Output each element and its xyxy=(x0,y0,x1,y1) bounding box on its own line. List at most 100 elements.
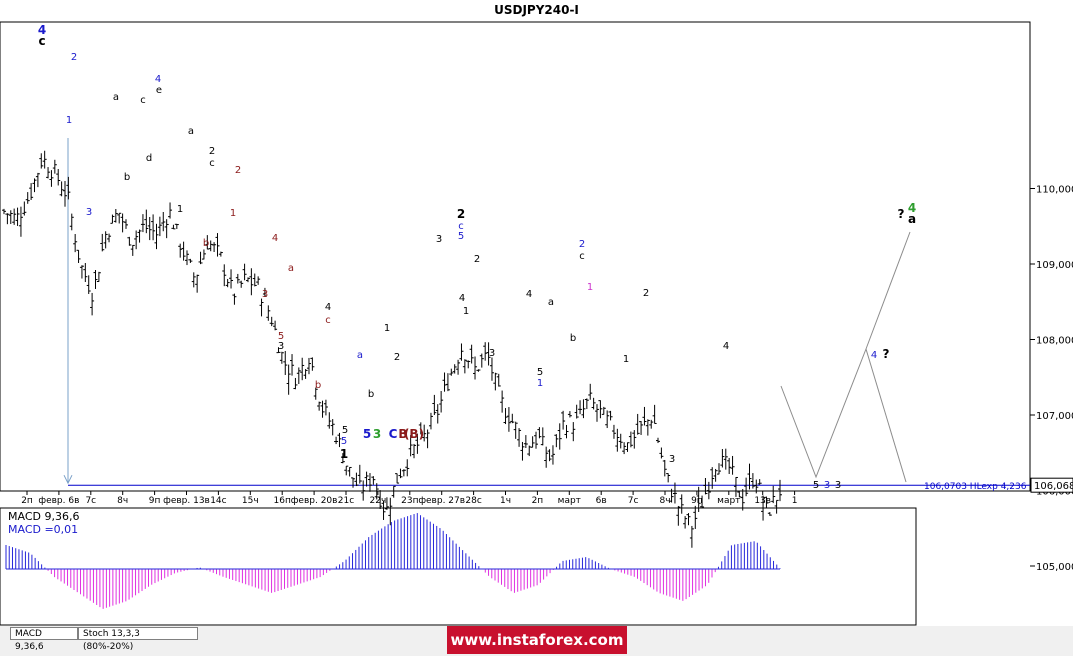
ohlc-bar xyxy=(239,280,244,288)
y-tick-label: 108,000 xyxy=(1036,336,1073,347)
ohlc-bar xyxy=(767,512,772,516)
ohlc-bar xyxy=(344,465,349,476)
wave-label: 4 xyxy=(459,293,465,304)
wave-label: ? xyxy=(883,347,890,361)
ohlc-bar xyxy=(364,471,369,487)
ohlc-bar xyxy=(371,476,376,485)
ohlc-bar xyxy=(127,236,132,246)
ohlc-bar xyxy=(323,399,328,416)
wave-label: c xyxy=(38,34,45,48)
ohlc-bar xyxy=(537,427,542,439)
ohlc-bar xyxy=(225,278,230,288)
ohlc-bar xyxy=(764,496,769,509)
ohlc-bar xyxy=(62,180,67,207)
ohlc-bar xyxy=(428,412,433,430)
ohlc-bar xyxy=(456,359,461,375)
macd-pane-frame xyxy=(0,507,917,626)
x-tick-label: 9п xyxy=(149,496,161,506)
ohlc-bar xyxy=(39,153,44,169)
ohlc-bar xyxy=(422,424,427,442)
hlexp-line-group: 106,0703 HLexp 4,236 106,068 xyxy=(68,477,1073,493)
wave-label: c xyxy=(140,95,146,106)
ohlc-bar xyxy=(66,176,71,200)
ohlc-bar xyxy=(276,347,281,354)
ohlc-bar xyxy=(137,229,142,243)
wave-label: b xyxy=(124,172,130,183)
ohlc-bar xyxy=(5,213,10,225)
x-tick-label: 1ч xyxy=(500,496,511,506)
ohlc-bar xyxy=(100,233,105,252)
ohlc-bar xyxy=(479,353,484,368)
wave-label: 1 xyxy=(340,447,348,461)
ohlc-bar xyxy=(86,275,91,294)
x-tick-label: 1 xyxy=(792,496,798,506)
ohlc-bar xyxy=(588,383,593,400)
wave-label: 2 xyxy=(394,352,400,363)
ohlc-bar xyxy=(439,390,444,413)
ohlc-bar xyxy=(283,350,288,375)
ohlc-bar xyxy=(56,168,61,186)
wave-label: 2 xyxy=(71,52,77,63)
wave-label: 2 xyxy=(643,288,649,299)
ohlc-bar xyxy=(628,431,633,448)
ohlc-bar xyxy=(90,292,95,316)
ohlc-bar xyxy=(256,276,261,285)
ohlc-bar xyxy=(578,400,583,415)
wave-label: 3 xyxy=(824,480,830,491)
projection-zigzag xyxy=(780,231,911,479)
ohlc-bar xyxy=(357,464,362,484)
ohlc-bar xyxy=(245,277,250,283)
ohlc-bar xyxy=(500,390,505,413)
wave-label: a xyxy=(113,92,119,103)
ohlc-bar xyxy=(672,482,677,504)
ohlc-bar xyxy=(313,387,318,400)
ohlc-bar xyxy=(269,316,274,327)
ohlc-bar xyxy=(144,209,149,234)
ohlc-bar xyxy=(611,424,616,439)
wave-label: ? xyxy=(898,207,905,221)
wave-label: 1 xyxy=(463,306,469,317)
ohlc-bar xyxy=(473,356,478,380)
ohlc-bar xyxy=(639,420,644,435)
ohlc-bar xyxy=(395,473,400,484)
x-tick-label: 2п xyxy=(21,496,33,506)
ohlc-bar xyxy=(666,473,671,483)
ohlc-bar xyxy=(117,212,122,224)
wave-label: a xyxy=(908,212,916,226)
x-tick-label: март xyxy=(717,496,740,506)
ohlc-bar xyxy=(506,407,511,432)
current-price-box xyxy=(1030,477,1073,493)
ohlc-bar xyxy=(710,467,715,489)
ohlc-bar xyxy=(554,434,559,448)
ohlc-bar xyxy=(212,242,217,253)
ohlc-bar xyxy=(747,463,752,490)
ohlc-bar xyxy=(435,404,440,424)
wave-label: 3 xyxy=(373,427,381,441)
ohlc-bar xyxy=(757,479,762,485)
ohlc-bar xyxy=(330,419,335,436)
ohlc-bar xyxy=(296,367,301,385)
ohlc-bar xyxy=(564,424,569,439)
ohlc-bar xyxy=(32,178,37,193)
wave-label: c xyxy=(325,315,331,326)
ohlc-bar xyxy=(229,269,234,289)
price-pane: 105,000106,000107,000108,000109,000110,0… xyxy=(0,21,1073,573)
ohlc-bar xyxy=(164,219,169,239)
macd-pane xyxy=(0,507,917,626)
brand-logo[interactable]: www.instaforex.com xyxy=(447,626,627,654)
ohlc-bar xyxy=(412,443,417,459)
ohlc-bar xyxy=(618,433,623,449)
ohlc-bar xyxy=(418,422,423,435)
ohlc-bar xyxy=(744,477,749,497)
ohlc-bar xyxy=(29,183,34,200)
tab-macd[interactable]: MACD 9,36,6 xyxy=(10,627,78,652)
ohlc-bar xyxy=(215,233,220,257)
wave-label: 2 xyxy=(235,165,241,176)
x-tick-label: февр. 6в xyxy=(38,496,79,506)
x-tick-label: март xyxy=(558,496,581,506)
tab-stoch[interactable]: Stoch 13,3,3 (80%-20%) xyxy=(78,627,198,652)
ohlc-bar xyxy=(591,397,596,410)
ohlc-bar xyxy=(510,413,515,424)
macd-value-label: MACD =0,01 xyxy=(8,523,79,536)
ohlc-bar xyxy=(378,490,383,510)
